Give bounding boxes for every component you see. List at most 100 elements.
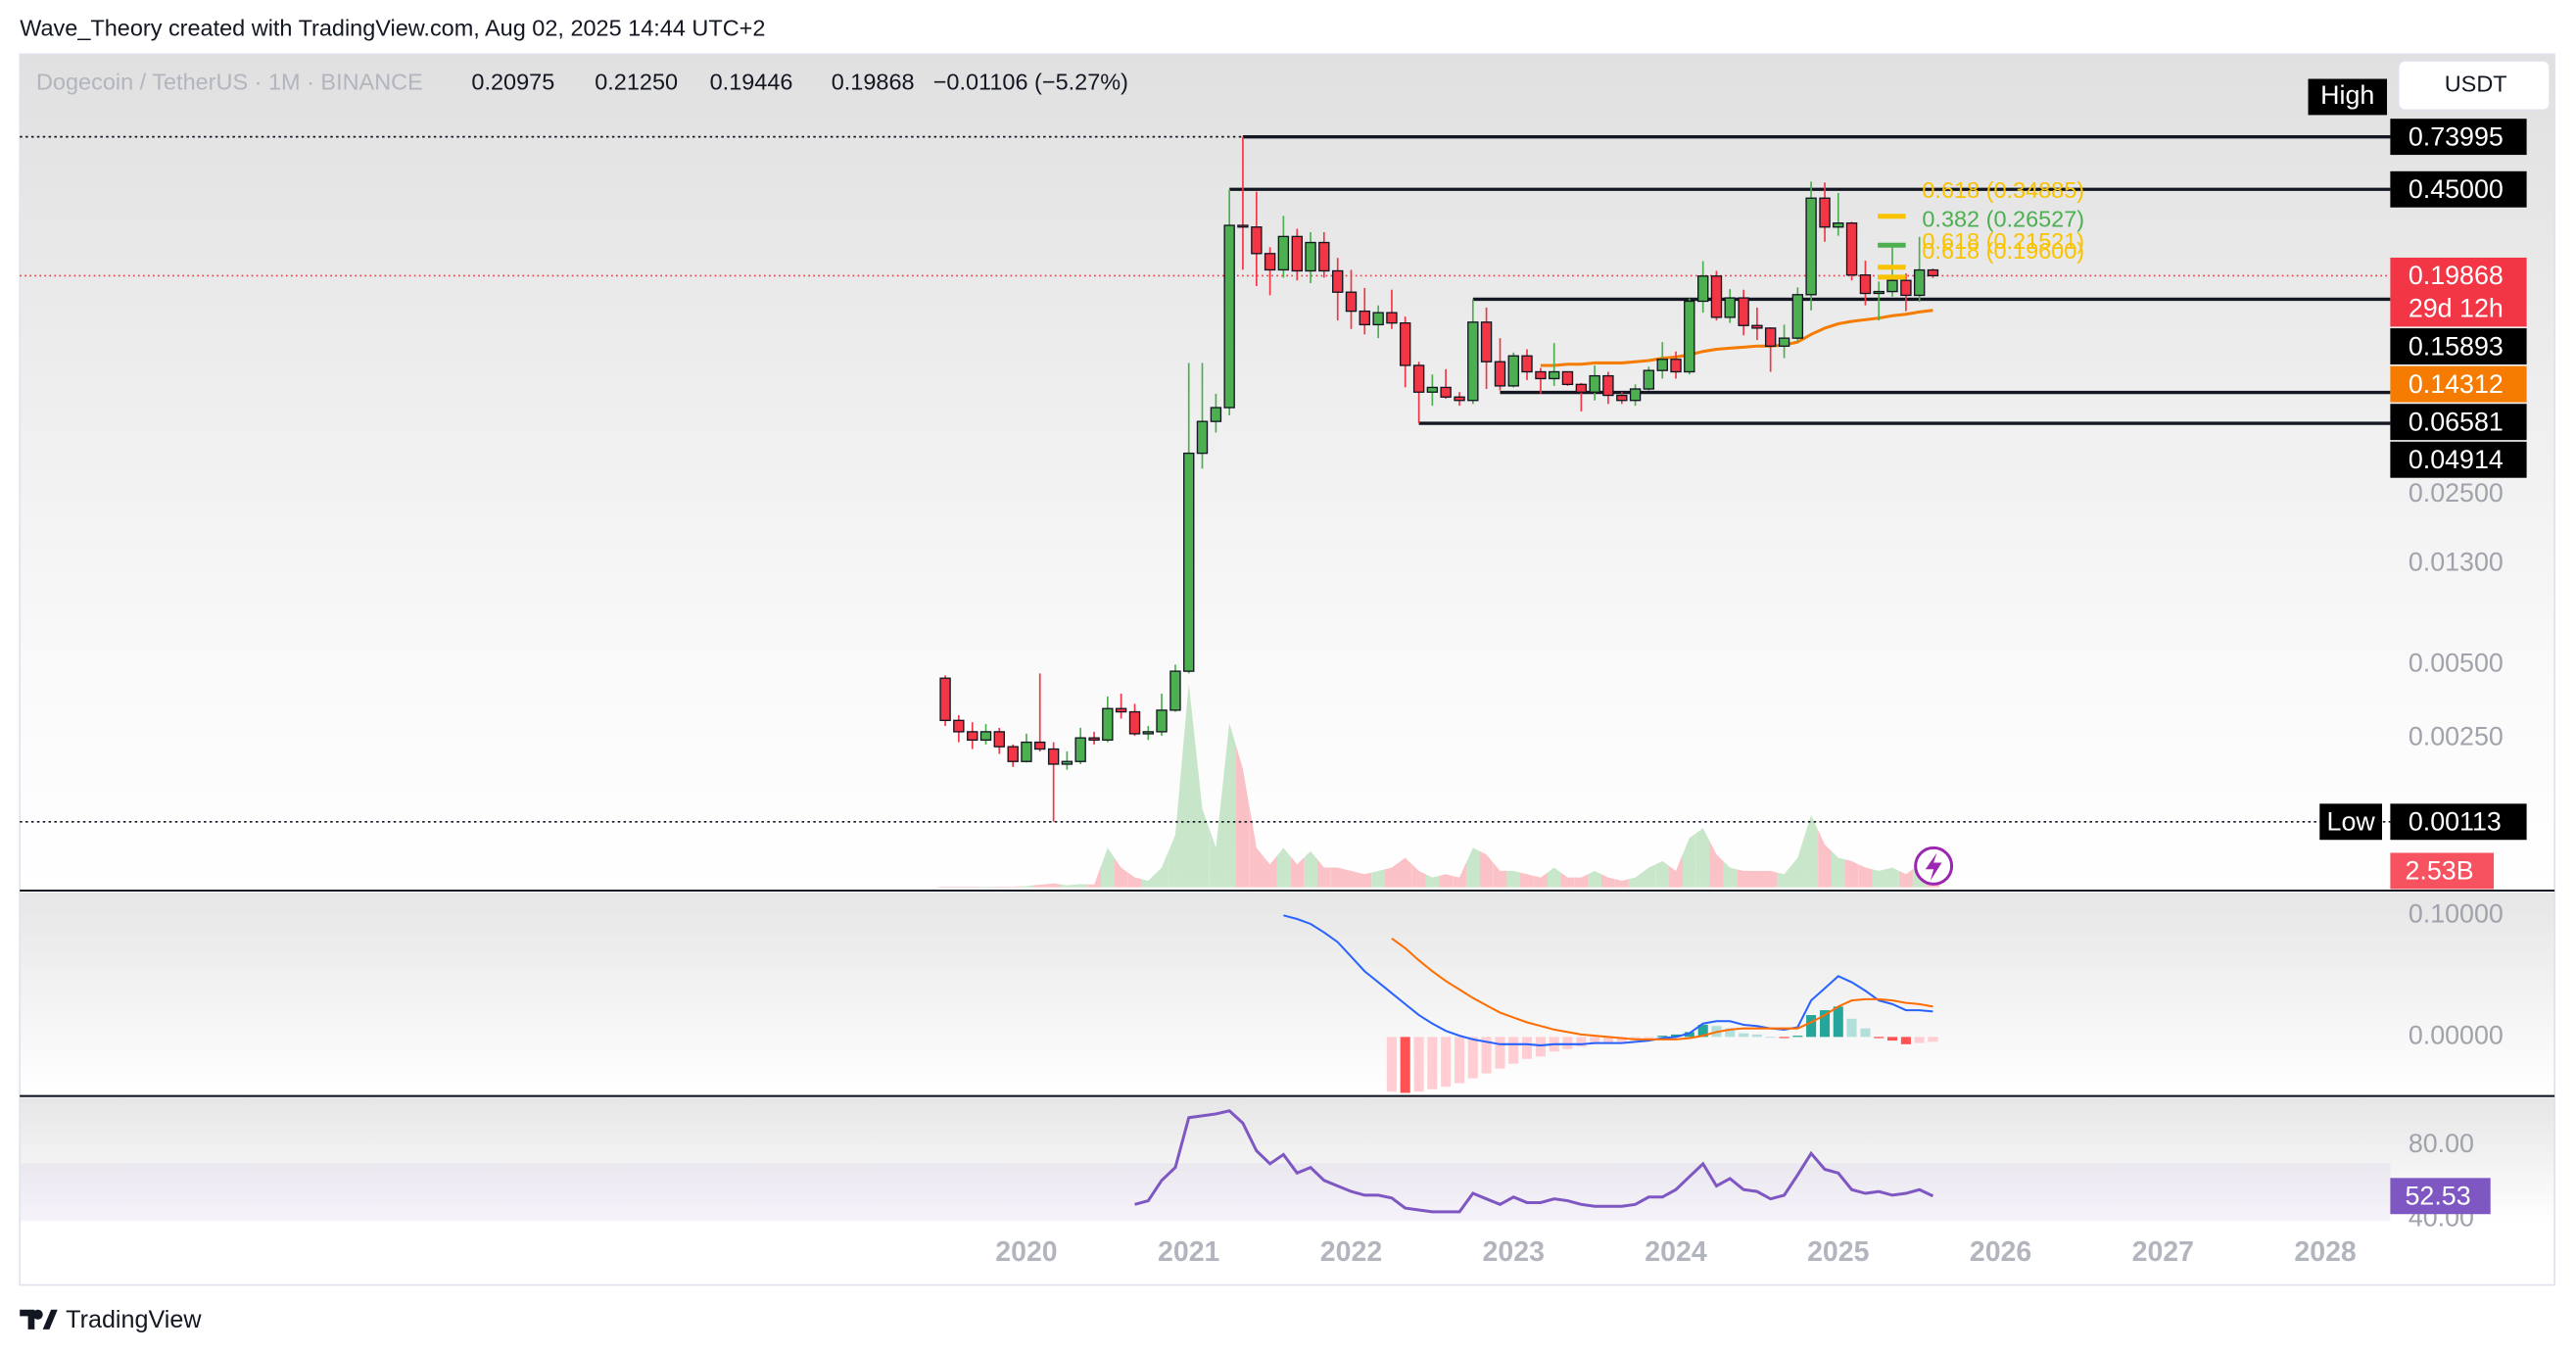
volume-label-box	[2390, 852, 2495, 890]
macd-histogram-bar	[1860, 1028, 1871, 1038]
alert-icon[interactable]	[1914, 846, 1954, 886]
volume-area	[1398, 857, 1412, 888]
volume-area	[1723, 860, 1738, 888]
candle-body	[1291, 235, 1303, 272]
currency-button-box[interactable]	[2397, 60, 2551, 112]
volume-area	[1100, 847, 1115, 888]
ma-label-box	[2390, 365, 2527, 403]
volume-area	[1818, 829, 1832, 888]
volume-area	[1344, 869, 1359, 888]
candle-body	[1454, 396, 1465, 402]
candle-body	[1264, 253, 1276, 271]
currency-button[interactable]: USDT	[2397, 60, 2551, 112]
volume-area	[1290, 855, 1305, 888]
volume-area	[1236, 746, 1250, 888]
candle-body	[1521, 355, 1533, 373]
candle-body	[1670, 359, 1682, 373]
macd-histogram-bar	[1886, 1037, 1898, 1041]
y-tick-label: 0.10000	[2409, 898, 2504, 928]
volume-area	[938, 887, 952, 888]
volume-area	[1588, 870, 1602, 888]
brand-name: TradingView	[66, 1306, 202, 1333]
high-tag: High	[2320, 80, 2374, 110]
fib-label: 0.618 (0.21521)	[1922, 228, 2084, 254]
level-label-box	[2390, 404, 2527, 441]
macd-pane	[20, 892, 2555, 1096]
volume-area	[1574, 874, 1589, 888]
y-tick-label: 0.02500	[2409, 478, 2504, 508]
y-tick-label: 0.00000	[2409, 1020, 2504, 1049]
candle-body	[1183, 452, 1195, 672]
volume-area	[1655, 860, 1670, 888]
candle-body	[1859, 274, 1872, 295]
volume-area	[1155, 850, 1169, 888]
volume-area	[1087, 866, 1101, 888]
volume-area	[1844, 859, 1859, 888]
volume-area	[1709, 841, 1724, 888]
x-tick-label: 2024	[1645, 1236, 1707, 1268]
volume-area	[1479, 850, 1494, 888]
candle-body	[1697, 275, 1709, 303]
alert-icon-bolt[interactable]	[1925, 852, 1942, 881]
level-label-box	[2390, 441, 2527, 478]
candle-body	[1819, 197, 1831, 228]
candle-body	[1142, 731, 1154, 735]
volume-area	[1073, 884, 1088, 888]
macd-histogram-bar	[1576, 1037, 1587, 1047]
volume-area	[992, 887, 1007, 888]
volume-area	[1601, 874, 1615, 888]
candle-body	[1751, 324, 1763, 329]
volume-area	[1425, 874, 1440, 888]
candle-body	[1480, 321, 1493, 363]
volume-area	[1032, 884, 1047, 888]
candle-body	[1791, 294, 1804, 339]
volume-area	[1195, 746, 1210, 888]
level-label-box	[2390, 328, 2527, 364]
volume-area	[1453, 862, 1466, 888]
volume-area	[1209, 785, 1223, 888]
candle-body	[1738, 297, 1749, 326]
rsi-label: 52.53	[2405, 1182, 2470, 1211]
candle-body	[1034, 741, 1046, 750]
macd-histogram-bar	[1441, 1037, 1452, 1088]
fib-label: 0.382 (0.26527)	[1922, 206, 2084, 231]
macd-histogram-bar	[1792, 1036, 1803, 1038]
brand-mark	[20, 1309, 58, 1330]
macd-histogram-bar	[1400, 1037, 1410, 1093]
volume-area	[1777, 865, 1791, 888]
macd-histogram-bar	[1874, 1037, 1884, 1039]
candle-body	[1575, 383, 1588, 393]
volume-area	[1385, 862, 1399, 888]
legend-high: 0.21250	[595, 70, 678, 95]
volume-area	[1169, 758, 1182, 888]
volume-area	[1858, 864, 1873, 888]
x-tick-label: 2026	[1970, 1236, 2031, 1268]
candle-body	[1074, 737, 1086, 762]
chart-frame	[19, 53, 2555, 1286]
x-tick-label: 2020	[995, 1236, 1057, 1268]
macd-histogram-bar	[1751, 1034, 1762, 1038]
candle-body	[1128, 710, 1141, 735]
y-tick-label: 0.01300	[2409, 548, 2504, 577]
macd-histogram-bar	[1765, 1037, 1776, 1039]
candle-body	[1021, 741, 1032, 762]
currency-button-label[interactable]: USDT	[2445, 71, 2507, 96]
candle-body	[1412, 364, 1425, 393]
candle-body	[1629, 388, 1642, 402]
candle-body	[1345, 291, 1358, 313]
candle-body	[1900, 279, 1912, 297]
volume-area	[1141, 874, 1156, 888]
header-credit: Wave_Theory created with TradingView.com…	[20, 15, 765, 40]
candle-body	[1237, 224, 1249, 228]
volume-area	[1614, 879, 1629, 888]
macd-histogram-bar	[1535, 1037, 1546, 1057]
volume-area	[1046, 883, 1061, 888]
volume-area	[1534, 872, 1548, 888]
low-price-label: 0.00113	[2409, 807, 2502, 837]
candle-body	[1684, 300, 1695, 373]
volume-area	[1682, 833, 1696, 888]
legend-change: −0.01106 (−5.27%)	[933, 70, 1128, 95]
volume-area	[1222, 722, 1237, 888]
volume-area	[1520, 872, 1534, 888]
